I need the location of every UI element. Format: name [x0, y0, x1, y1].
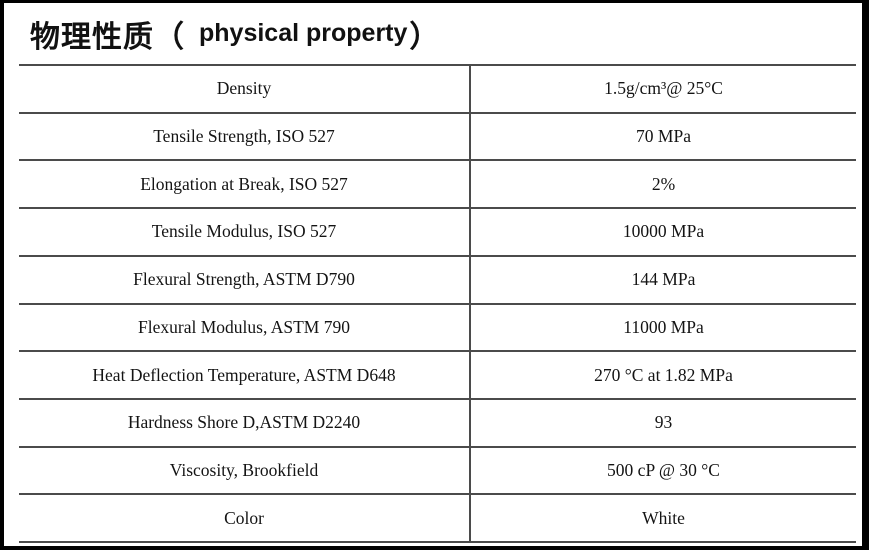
property-value-cell: White	[642, 507, 685, 528]
table-row: Heat Deflection Temperature, ASTM D648 2…	[19, 352, 856, 400]
property-value-cell: 144 MPa	[631, 269, 696, 290]
page-title: 物理性质（ physical property ）	[4, 3, 862, 64]
property-name-cell: Elongation at Break, ISO 527	[19, 161, 471, 208]
title-english: physical property	[199, 19, 408, 47]
property-value-cell: 11000 MPa	[623, 316, 704, 337]
property-name-cell: Heat Deflection Temperature, ASTM D648	[19, 352, 471, 398]
property-name-cell: Hardness Shore D,ASTM D2240	[19, 399, 471, 446]
property-value-cell: 93	[654, 412, 673, 433]
title-chinese: 物理性质（	[30, 19, 185, 55]
table-row: Flexural Modulus, ASTM 790 11000 MPa	[19, 304, 856, 353]
table-row: Viscosity, Brookfield 500 cP @ 30 °C	[19, 447, 856, 496]
property-name-cell: Tensile Modulus, ISO 527	[19, 209, 471, 255]
property-value-cell: 70 MPa	[636, 126, 691, 147]
property-name-cell: Flexural Modulus, ASTM 790	[19, 304, 471, 351]
table-row: Density 1.5g/cm³@ 25°C	[19, 66, 856, 114]
table-row: Hardness Shore D,ASTM D2240 93	[19, 399, 856, 448]
property-value-cell: 10000 MPa	[622, 221, 705, 242]
title-close-paren: ）	[409, 19, 440, 55]
property-value-cell: 500 cP @ 30 °C	[607, 459, 720, 480]
property-name-cell: Color	[19, 495, 471, 542]
property-name-cell: Tensile Strength, ISO 527	[19, 113, 471, 160]
page-background: 物理性质（ physical property ） Density 1.5g/c…	[4, 3, 862, 546]
property-name-cell: Viscosity, Brookfield	[19, 447, 471, 494]
property-value-cell: 1.5g/cm³@ 25°C	[604, 78, 723, 99]
table-row: Flexural Strength, ASTM D790 144 MPa	[19, 256, 856, 305]
physical-property-table: Density 1.5g/cm³@ 25°C Tensile Strength,…	[19, 64, 856, 544]
property-value-cell: 270 °C at 1.82 MPa	[594, 364, 733, 385]
table-row: Elongation at Break, ISO 527 2%	[19, 161, 856, 210]
property-name-cell: Density	[19, 66, 471, 112]
property-name-cell: Flexural Strength, ASTM D790	[19, 256, 471, 303]
property-value-cell: 2%	[651, 173, 676, 194]
table-row: Color White	[19, 495, 856, 544]
table-row: Tensile Strength, ISO 527 70 MPa	[19, 113, 856, 162]
table-row: Tensile Modulus, ISO 527 10000 MPa	[19, 209, 856, 257]
